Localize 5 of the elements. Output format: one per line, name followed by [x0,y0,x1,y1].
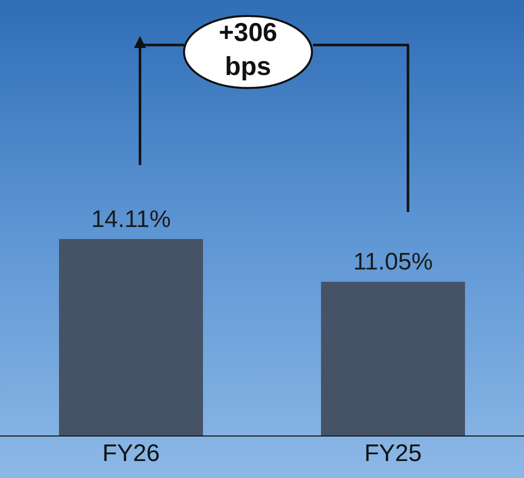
text: +306 bps [218,17,278,81]
x-tick-label: FY26 [102,440,160,468]
data-label: 11.05% [353,248,433,276]
x-tick-label: FY25 [364,440,422,468]
data-label: 14.11% [91,206,171,233]
